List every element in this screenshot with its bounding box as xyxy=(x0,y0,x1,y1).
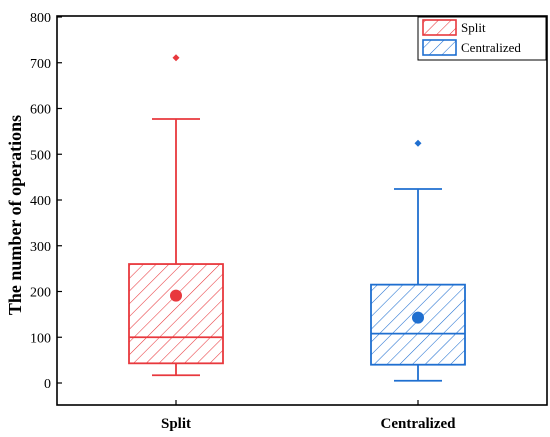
y-tick-label: 700 xyxy=(30,57,51,72)
box-iqr xyxy=(370,283,466,366)
mean-marker xyxy=(170,289,182,302)
legend-label: Split xyxy=(461,20,486,35)
legend-label: Centralized xyxy=(461,40,521,55)
y-tick-label: 100 xyxy=(30,331,51,346)
y-tick-label: 800 xyxy=(30,11,51,26)
x-tick-label: Split xyxy=(161,416,191,432)
axes: 0 100 200 300 400 500 600 700 800 Split Centralize… xyxy=(30,11,456,432)
legend-swatch xyxy=(422,39,457,56)
y-tick-label: 400 xyxy=(30,194,51,209)
y-tick-label: 200 xyxy=(30,286,51,301)
legend: Split Centralized xyxy=(417,16,547,61)
boxes xyxy=(128,54,466,382)
plot-area xyxy=(56,15,548,406)
outlier-point xyxy=(414,139,422,147)
legend-swatch xyxy=(422,19,457,36)
y-tick-label: 0 xyxy=(44,377,51,392)
y-tick-label: 500 xyxy=(30,148,51,163)
box-iqr xyxy=(128,263,224,365)
x-tick-label: Centralized xyxy=(381,416,457,432)
y-tick-label: 600 xyxy=(30,103,51,118)
legend-item-centralized: Centralized xyxy=(422,39,521,56)
legend-item-split: Split xyxy=(422,19,486,36)
mean-marker xyxy=(412,311,424,324)
outlier-point xyxy=(172,54,180,62)
y-tick-label: 300 xyxy=(30,240,51,255)
plot-frame xyxy=(56,15,548,406)
box-centralized xyxy=(370,139,466,382)
y-axis-title: The number of operations xyxy=(5,115,25,315)
box-split xyxy=(128,54,224,377)
